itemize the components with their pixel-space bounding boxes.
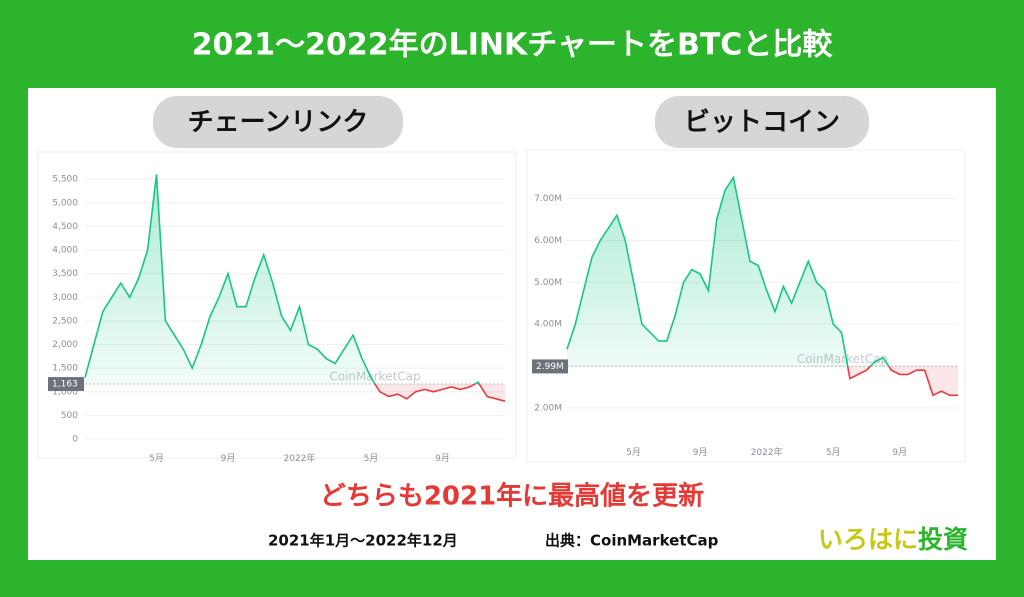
y-tick-label: 5,500 [52,175,78,185]
brand-part: いろはに [818,525,918,554]
y-tick-label: 1,500 [52,364,78,374]
y-tick-label: 2.00M [534,403,562,413]
chart-heading: チェーンリンク [188,108,369,138]
line-below [846,366,958,397]
y-tick-label: 4.00M [534,320,562,330]
reference-label-box [532,359,568,374]
chart-heading-pill [655,96,869,148]
y-tick-label: 0 [72,435,78,445]
y-tick-label: 3,500 [52,269,78,279]
x-tick-label: 9月 [892,447,907,458]
chart-heading-pill [153,96,403,148]
reference-label-box [48,377,84,392]
area-above [85,174,505,385]
y-tick-label: 1,000 [52,387,78,397]
x-tick-label: 5月 [364,453,379,464]
x-tick-label: 5月 [626,447,641,458]
line-above [566,175,890,367]
chart-frame [37,151,517,459]
y-tick-label: 7.00M [534,194,562,204]
chart-frame [526,149,966,463]
period: 2021年1月〜2022年12月 [268,532,458,550]
y-tick-label: 6.00M [534,236,562,246]
charts: 0 500 1,000 1,500 2,000 2,500 3,000 3,500 4,000 4… [48,174,958,464]
area-below [567,366,958,396]
y-tick-label: 4,000 [52,246,78,256]
x-tick-label: 9月 [221,453,236,464]
y-tick-label: 2,000 [52,340,78,350]
x-tick-label: 9月 [693,447,708,458]
y-tick-label: 3,000 [52,293,78,303]
x-tick-label: 9月 [435,453,450,464]
x-tick-label: 2022年 [284,452,316,464]
y-tick-label: 2,500 [52,316,78,326]
line-above [84,174,481,385]
line-below [374,384,506,402]
y-tick-label: 5,000 [52,198,78,208]
y-tick-label: 500 [61,411,78,421]
x-tick-label: 2022年 [751,446,783,458]
y-tick-label: 4,500 [52,222,78,232]
x-tick-label: 5月 [149,453,164,464]
area-below [375,384,505,402]
page-title: 2021〜2022年のLINKチャートをBTCと比較 [192,28,834,63]
y-tick-label: 5.00M [534,278,562,288]
headline: どちらも2021年に最高値を更新 [320,481,704,512]
reference-label: 2.99M [536,362,564,372]
brand: いろはに投資 [818,525,968,554]
source: 出典：CoinMarketCap [545,532,719,550]
chart-heading: ビットコイン [684,108,840,138]
reference-label: 1,163 [52,380,78,390]
area-above [567,177,889,367]
brand-part: 投資 [918,525,968,554]
x-tick-label: 5月 [826,447,841,458]
